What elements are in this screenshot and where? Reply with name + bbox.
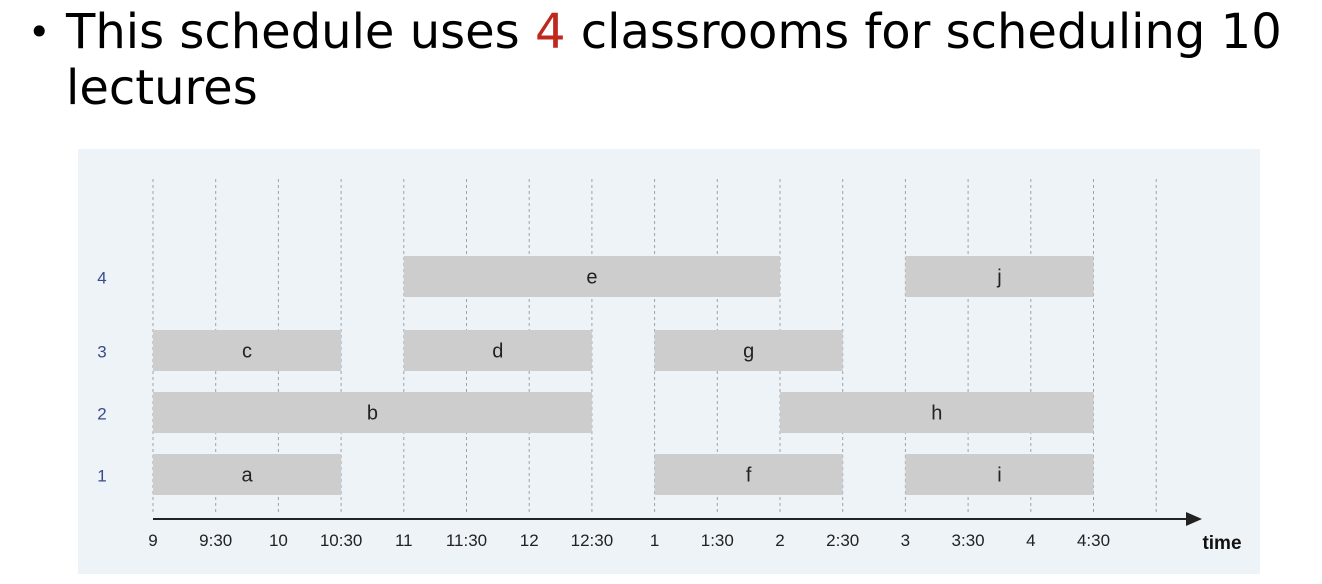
time-tick-label: 12:30: [571, 531, 614, 550]
headline-text-start: This schedule uses: [66, 4, 535, 60]
classroom-label-3: 3: [97, 343, 106, 362]
lecture-bar-b: [153, 392, 592, 433]
classroom-label-4: 4: [97, 269, 106, 288]
lecture-bar-g: [654, 330, 843, 371]
headline-text-end: classrooms for scheduling 10 lectures: [66, 4, 1282, 116]
time-tick-label: 11: [395, 531, 413, 550]
time-tick-label: 2: [775, 531, 784, 550]
headline-text: This schedule uses 4 classrooms for sche…: [66, 4, 1306, 116]
time-tick-label: 11:30: [446, 531, 487, 550]
lecture-label-g: g: [743, 341, 754, 363]
time-tick-label: 9:30: [199, 531, 232, 550]
lecture-label-d: d: [492, 341, 503, 363]
bullet-point: •: [28, 10, 51, 54]
lecture-bar-j: [905, 256, 1094, 297]
time-tick-label: 2:30: [826, 531, 859, 550]
time-tick-label: 12: [520, 531, 539, 550]
time-tick-label: 4: [1026, 531, 1035, 550]
lecture-bar-i: [905, 454, 1094, 495]
time-tick-label: 3: [901, 531, 910, 550]
lecture-bar-d: [403, 330, 592, 371]
lecture-label-a: a: [241, 465, 253, 487]
time-axis-arrowhead: [1186, 512, 1202, 526]
lecture-bar-c: [153, 330, 342, 371]
lecture-label-i: i: [997, 465, 1001, 487]
time-tick-label: 4:30: [1077, 531, 1110, 550]
lecture-bar-e: [403, 256, 780, 297]
lecture-label-h: h: [931, 403, 942, 425]
time-tick-label: 10: [269, 531, 288, 550]
lecture-bar-h: [780, 392, 1094, 433]
lecture-label-e: e: [586, 267, 597, 289]
lecture-label-c: c: [242, 341, 252, 363]
time-tick-label: 3:30: [952, 531, 985, 550]
classroom-count: 4: [534, 4, 566, 60]
time-tick-label: 9: [148, 531, 157, 550]
lecture-bar-a: [153, 454, 342, 495]
time-tick-label: 1: [650, 531, 659, 550]
lecture-label-j: j: [996, 267, 1001, 289]
classroom-label-1: 1: [97, 467, 106, 486]
lecture-label-f: f: [746, 465, 752, 487]
lecture-label-b: b: [367, 403, 378, 425]
lecture-bar-f: [654, 454, 843, 495]
time-axis-title: time: [1202, 533, 1241, 554]
time-tick-label: 10:30: [320, 531, 363, 550]
time-tick-label: 1:30: [701, 531, 734, 550]
classroom-label-2: 2: [97, 405, 106, 424]
schedule-chart-panel: a f i b h c d g e j 1 2 3 4 9 9:30 10 10:30 11 11:30 12 12:30…: [78, 149, 1260, 574]
